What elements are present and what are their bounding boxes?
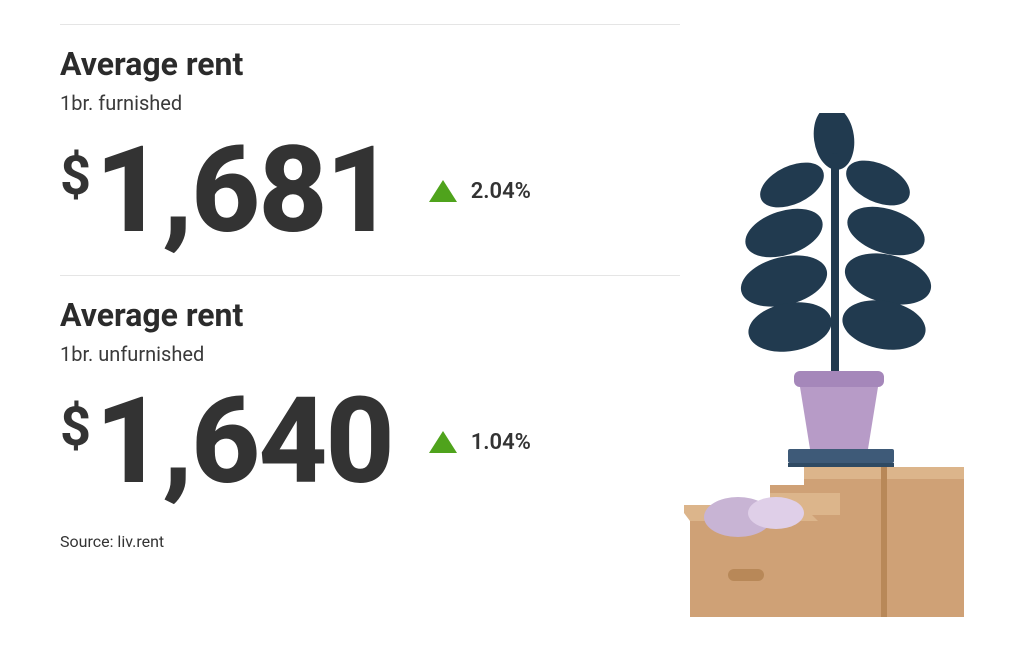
stat-title: Average rent <box>60 296 964 334</box>
stat-change: 1.04% <box>429 430 531 455</box>
up-arrow-icon <box>429 180 457 202</box>
up-arrow-icon <box>429 431 457 453</box>
stat-subtitle: 1br. unfurnished <box>60 342 964 366</box>
stat-change: 2.04% <box>429 179 531 204</box>
stat-change-pct: 2.04% <box>471 179 531 204</box>
source-label: Source: liv.rent <box>60 532 964 551</box>
currency-symbol: $ <box>60 145 91 208</box>
infographic-page: Average rent 1br. furnished $ 1,681 2.04… <box>0 0 1024 657</box>
stat-title: Average rent <box>60 45 964 83</box>
stat-value: 1,681 <box>95 131 393 251</box>
currency-symbol: $ <box>60 396 91 459</box>
stat-block-furnished: Average rent 1br. furnished $ 1,681 2.04… <box>60 25 964 275</box>
stat-value-row: $ 1,681 2.04% <box>60 131 964 251</box>
stat-value: 1,640 <box>95 382 393 502</box>
stat-block-unfurnished: Average rent 1br. unfurnished $ 1,640 1.… <box>60 276 964 526</box>
stat-subtitle: 1br. furnished <box>60 91 964 115</box>
stat-value-row: $ 1,640 1.04% <box>60 382 964 502</box>
stat-change-pct: 1.04% <box>471 430 531 455</box>
